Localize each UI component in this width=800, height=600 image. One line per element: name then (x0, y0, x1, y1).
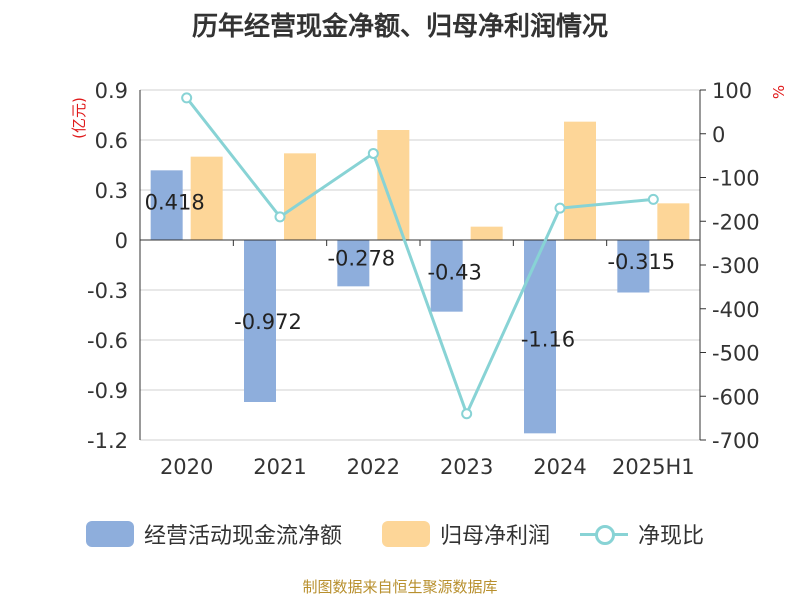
left-tick-label: -0.3 (87, 279, 128, 303)
chart-legend: 经营活动现金流净额 归母净利润 净现比 (0, 516, 800, 552)
bar-cashflow (150, 170, 183, 240)
legend-label-net-profit: 归母净利润 (440, 524, 551, 549)
right-tick-label: -100 (712, 167, 760, 191)
left-tick-label: -1.2 (87, 429, 128, 453)
right-tick-label: -600 (712, 385, 760, 409)
legend-swatch-net-profit (382, 521, 430, 547)
x-category-label: 2024 (533, 455, 586, 479)
line-point (554, 202, 566, 214)
legend-swatch-cashflow (86, 521, 134, 547)
bar-data-label: -0.972 (234, 310, 302, 334)
right-axis-unit-label: % (770, 85, 788, 99)
bar-net-profit (657, 203, 690, 240)
x-category-label: 2021 (253, 455, 306, 479)
bar-cashflow (617, 240, 650, 293)
bar-net-profit (470, 226, 503, 240)
bar-data-label: -0.43 (427, 260, 481, 284)
right-tick-label: -400 (712, 298, 760, 322)
right-tick-label: -500 (712, 342, 760, 366)
right-tick-label: -200 (712, 210, 760, 234)
bar-data-label: -0.278 (327, 246, 395, 270)
line-point (274, 211, 286, 223)
right-tick-label: -700 (712, 429, 760, 453)
legend-line-marker-icon (580, 521, 628, 547)
left-tick-label: -0.6 (87, 329, 128, 353)
right-tick-label: 0 (712, 123, 725, 147)
line-point (461, 408, 473, 420)
right-tick-label: 100 (712, 79, 752, 103)
legend-label-cash-ratio: 净现比 (638, 524, 705, 549)
bar-data-label: -1.16 (521, 327, 575, 351)
bar-cashflow (430, 240, 463, 312)
bar-net-profit (564, 121, 596, 240)
legend-item-net-profit[interactable]: 归母净利润 (382, 516, 550, 552)
left-tick-label: 0.9 (95, 79, 128, 103)
x-category-label: 2020 (160, 455, 213, 479)
bar-data-label: -0.315 (607, 250, 675, 274)
legend-label-cashflow: 经营活动现金流净额 (144, 524, 343, 549)
x-category-label: 2025H1 (612, 455, 695, 479)
left-axis-unit-label: (亿元) (70, 97, 88, 139)
bar-data-label: 0.418 (145, 190, 205, 214)
left-tick-label: 0.6 (95, 129, 128, 153)
left-tick-label: 0.3 (95, 179, 128, 203)
chart-title: 历年经营现金净额、归母净利润情况 (191, 12, 608, 42)
x-category-label: 2023 (440, 455, 493, 479)
bar-cashflow (244, 240, 276, 402)
left-tick-label: -0.9 (87, 379, 128, 403)
line-point (181, 92, 193, 104)
bar-net-profit (377, 130, 410, 240)
line-point (367, 147, 379, 159)
x-category-label: 2022 (347, 455, 400, 479)
data-source-footer: 制图数据来自恒生聚源数据库 (302, 578, 498, 596)
left-tick-label: 0 (115, 229, 128, 253)
line-cash-ratio (185, 96, 654, 418)
bar-cashflow (337, 240, 370, 287)
line-point (647, 193, 659, 205)
right-tick-label: -300 (712, 254, 760, 278)
bar-net-profit (190, 156, 223, 240)
legend-item-cashflow[interactable]: 经营活动现金流净额 (86, 516, 342, 552)
legend-item-cash-ratio[interactable]: 净现比 (580, 516, 704, 552)
